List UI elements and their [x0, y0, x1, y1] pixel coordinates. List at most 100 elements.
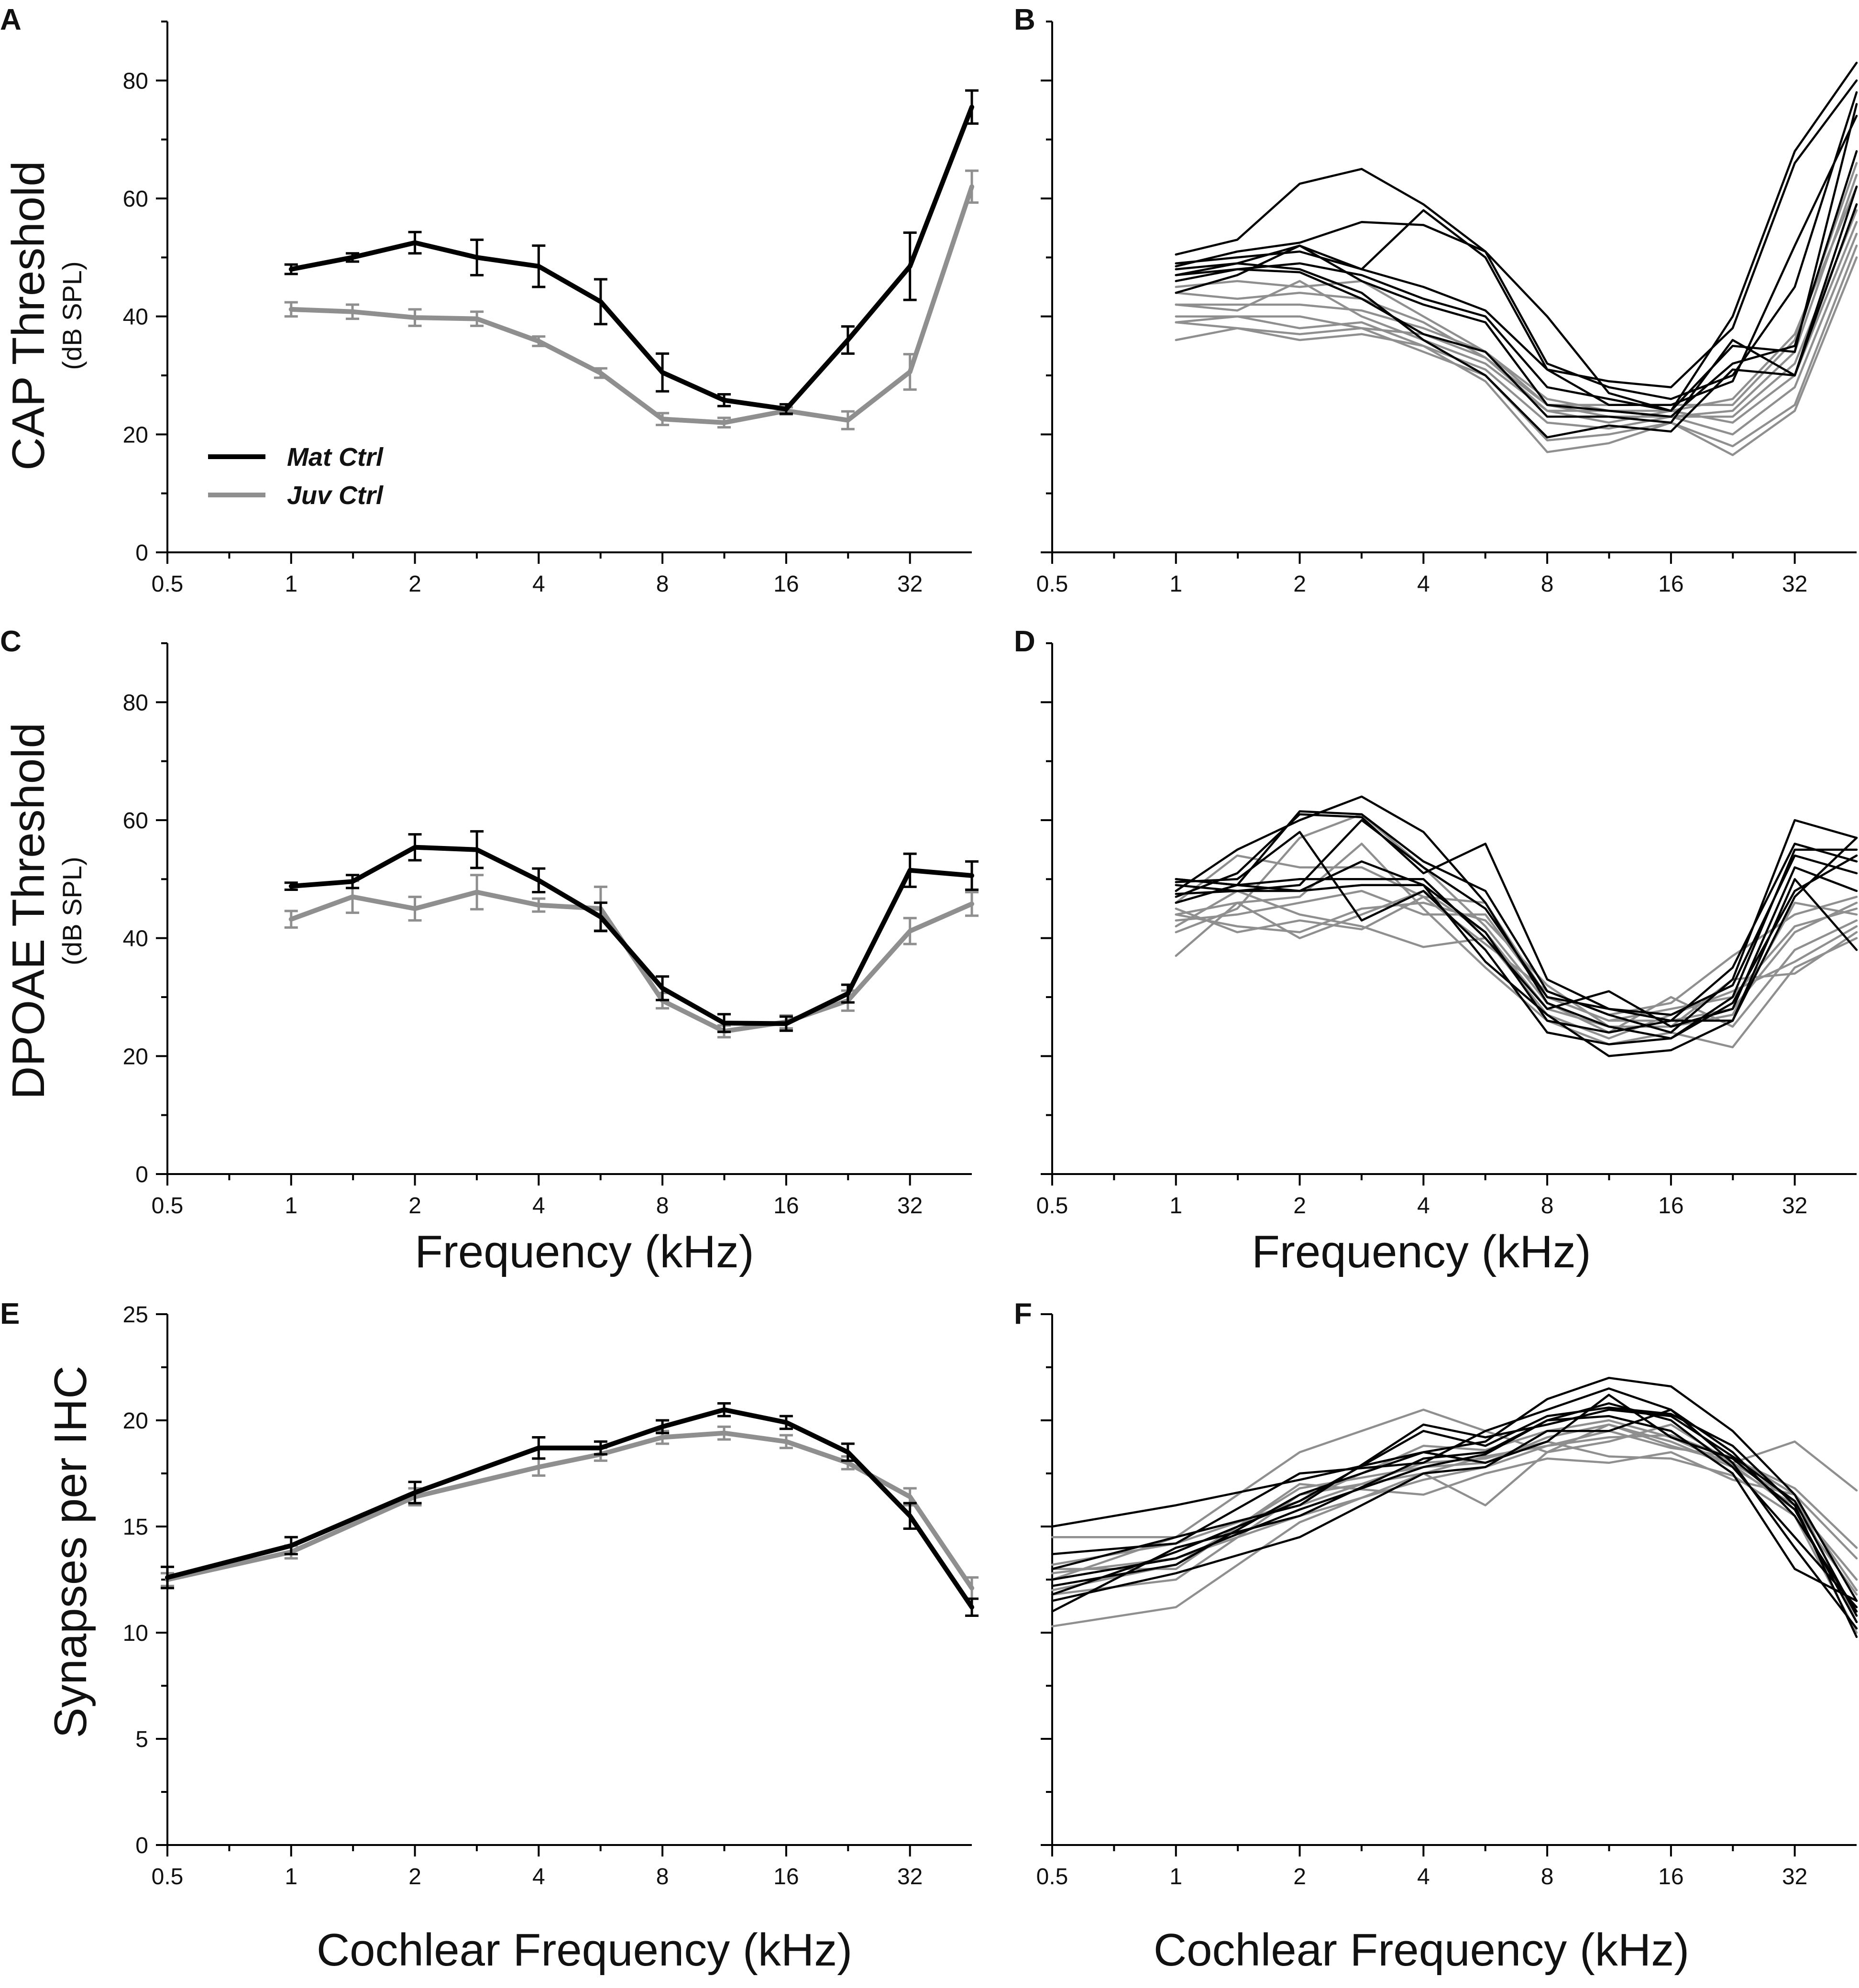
y-tick-label: 0 [135, 1833, 148, 1858]
series-line [1175, 813, 1858, 1022]
x-tick-label: 0.5 [152, 571, 184, 597]
x-tick-label: 0.5 [152, 1864, 184, 1889]
series-line [288, 890, 974, 1034]
series-line [1051, 1451, 1858, 1571]
series-line [1175, 186, 1858, 424]
series-line [1175, 203, 1858, 439]
x-tick-label: 2 [1293, 571, 1306, 597]
series-line [288, 184, 974, 425]
y-tick-label: 80 [123, 690, 148, 715]
series-line [1175, 209, 1858, 418]
xlabel-e: Cochlear Frequency (kHz) [317, 1924, 852, 1976]
series-line [288, 104, 974, 412]
y-tick-label: 20 [123, 1044, 148, 1069]
series-line [1051, 1406, 1858, 1638]
series-line [1175, 831, 1858, 1045]
x-tick-label: 32 [897, 571, 923, 597]
series-line [1175, 843, 1858, 1049]
series-line [288, 845, 974, 1026]
cap-ylabel-text: CAP Threshold [3, 161, 54, 470]
dpoae-unit-label: (dB SPL) [57, 857, 87, 965]
x-tick-label: 1 [285, 1864, 297, 1889]
series-line [1051, 1408, 1858, 1592]
legend: Mat Ctrl Juv Ctrl [208, 443, 384, 510]
x-tick-label: 4 [1417, 1864, 1430, 1889]
x-tick-label: 1 [1169, 1864, 1182, 1889]
xlabel-f: Cochlear Frequency (kHz) [1154, 1924, 1689, 1976]
x-tick-label: 0.5 [152, 1193, 184, 1219]
x-tick-label: 16 [773, 1193, 799, 1219]
series-line [165, 1407, 974, 1610]
series-line [1175, 115, 1858, 406]
x-tick-label: 0.5 [1036, 1193, 1068, 1219]
panel-d-plot: 0.5 1 2 4 8 16 32 [1036, 642, 1858, 1219]
series-line [1175, 62, 1858, 412]
series-line [1051, 1376, 1858, 1602]
x-tick-label: 16 [773, 1864, 799, 1889]
series-line [1051, 1387, 1858, 1613]
legend-juv-label: Juv Ctrl [287, 481, 384, 510]
x-tick-label: 0.5 [1036, 571, 1068, 597]
x-tick-label: 32 [897, 1864, 923, 1889]
x-tick-label: 4 [532, 1193, 545, 1219]
x-tick-label: 2 [408, 1193, 421, 1219]
x-tick-label: 16 [1658, 1193, 1683, 1219]
x-tick-label: 8 [656, 1864, 669, 1889]
x-tick-label: 2 [1293, 1864, 1306, 1889]
x-tick-label: 16 [1658, 571, 1683, 597]
y-tick-label: 80 [123, 68, 148, 94]
x-tick-label: 8 [1541, 571, 1554, 597]
series-line [1175, 232, 1858, 436]
series-line [1175, 795, 1858, 1040]
synapses-ylabel: Synapses per IHC [45, 1365, 96, 1738]
panel-c-plot: 0.5 1 2 4 8 16 32 0 20 40 60 80 [123, 642, 979, 1219]
y-tick-label: 40 [123, 305, 148, 330]
series-line [1175, 256, 1858, 456]
dpoae-threshold-ylabel: DPOAE Threshold [3, 723, 54, 1099]
cap-threshold-ylabel: CAP Threshold [3, 161, 54, 470]
cap-unit-text: (dB SPL) [57, 261, 87, 370]
x-tick-label: 2 [408, 1864, 421, 1889]
legend-mat-label: Mat Ctrl [287, 443, 384, 472]
panel-label-e: E [0, 1297, 20, 1330]
cap-unit-label: (dB SPL) [57, 261, 87, 370]
x-tick-label: 32 [897, 1193, 923, 1219]
panel-label-b: B [1014, 3, 1035, 36]
panel-label-d: D [1014, 625, 1035, 658]
x-tick-label: 1 [1169, 1193, 1182, 1219]
x-tick-label: 4 [1417, 571, 1430, 597]
series-line [1051, 1394, 1858, 1624]
xlabel-c: Frequency (kHz) [415, 1226, 754, 1277]
x-tick-label: 0.5 [1036, 1864, 1068, 1889]
x-tick-label: 2 [408, 571, 421, 597]
x-tick-label: 2 [1293, 1193, 1306, 1219]
x-tick-label: 32 [1782, 571, 1807, 597]
y-tick-label: 60 [123, 187, 148, 212]
series-line [1175, 813, 1858, 1034]
y-tick-label: 0 [135, 540, 148, 566]
series-line [1175, 162, 1858, 406]
x-tick-label: 1 [285, 1193, 297, 1219]
y-tick-label: 15 [123, 1515, 148, 1540]
series-line [1051, 1429, 1858, 1624]
x-tick-label: 1 [285, 571, 297, 597]
series-line [1051, 1415, 1858, 1613]
series-line [1051, 1408, 1858, 1630]
x-tick-label: 8 [1541, 1193, 1554, 1219]
dpoae-ylabel-text: DPOAE Threshold [3, 723, 54, 1099]
y-tick-label: 20 [123, 1408, 148, 1434]
x-tick-label: 8 [656, 571, 669, 597]
x-tick-label: 32 [1782, 1193, 1807, 1219]
series-line [1175, 150, 1858, 418]
x-tick-label: 8 [656, 1193, 669, 1219]
panel-e-plot: 0.5 1 2 4 8 16 32 0 5 10 15 20 25 [123, 1302, 979, 1889]
y-tick-label: 25 [123, 1302, 148, 1328]
panel-label-f: F [1014, 1297, 1032, 1330]
dpoae-unit-text: (dB SPL) [57, 857, 87, 965]
series-line [1175, 819, 1858, 1016]
y-tick-label: 10 [123, 1621, 148, 1646]
y-tick-label: 20 [123, 422, 148, 448]
panel-label-a: A [0, 3, 22, 36]
panel-a-plot: 0.5 1 2 4 8 16 32 0 20 40 60 80 [123, 21, 979, 597]
series-line [1175, 79, 1858, 388]
